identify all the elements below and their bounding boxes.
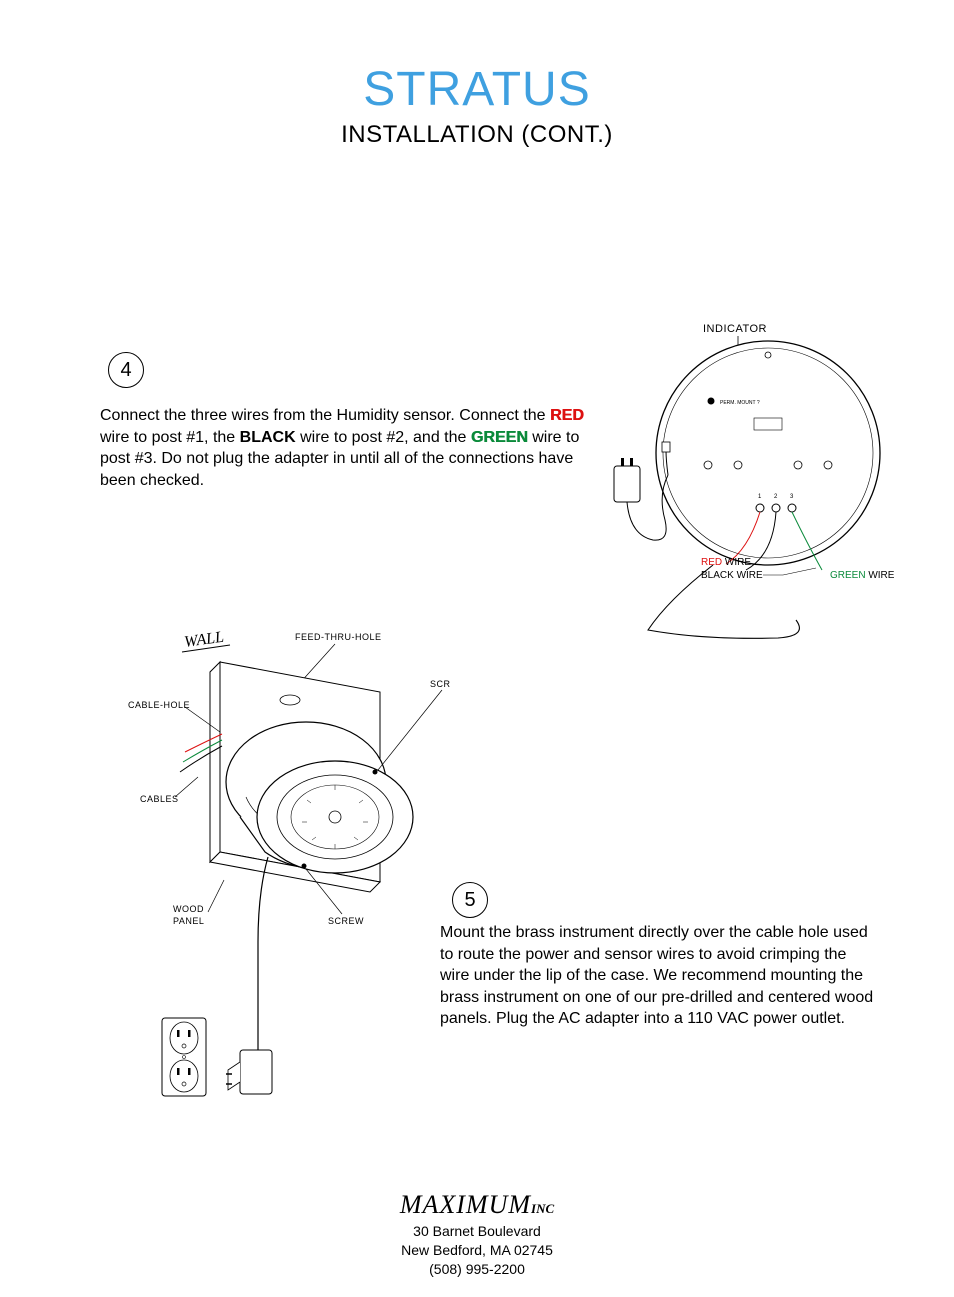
svg-text:GREEN WIRE: GREEN WIRE (830, 570, 895, 581)
svg-text:RED WIRE: RED WIRE (701, 557, 751, 568)
wall-label: WALL (183, 629, 225, 651)
wall-outlet (162, 1018, 206, 1096)
svg-text:BLACK WIRE: BLACK WIRE (701, 570, 763, 581)
step5-text: Mount the brass instrument directly over… (440, 922, 880, 1030)
indicator-title: INDICATOR (703, 323, 767, 335)
step4-mid2: wire to post #2, and the (296, 429, 471, 446)
page-subtitle: INSTALLATION (CONT.) (0, 121, 954, 149)
footer-logo-inc: INC (531, 1201, 554, 1216)
footer-line3: (508) 995-2200 (401, 1260, 553, 1279)
step4-red: RED (550, 407, 584, 424)
feed-label: FEED-THRU-HOLE (295, 632, 382, 642)
svg-text:PERM. MOUNT ?: PERM. MOUNT ? (720, 400, 760, 406)
step4-black: BLACK (240, 429, 296, 446)
indicator-diagram: INDICATOR PERM. MOUNT ? 1 2 3 RED WIRE B… (608, 320, 938, 650)
step5-badge: 5 (452, 882, 488, 918)
footer-logo: MAXIMUMINC (400, 1190, 554, 1220)
mount-diagram: WALL FEED-THRU-HOLE CABLE-HOLE CABLES (120, 622, 450, 1162)
wood-panel-label-a: WOOD (173, 904, 204, 914)
step4-text: Connect the three wires from the Humidit… (100, 405, 585, 491)
cable-hole-label: CABLE-HOLE (128, 700, 190, 710)
footer-address: 30 Barnet Boulevard New Bedford, MA 0274… (401, 1222, 553, 1279)
footer-line2: New Bedford, MA 02745 (401, 1241, 553, 1260)
page-title: STRATUS (0, 62, 954, 117)
wood-panel-label-b: PANEL (173, 916, 204, 926)
footer-logo-main: MAXIMUM (400, 1190, 531, 1219)
screw-label-top: SCREW (430, 679, 450, 689)
footer-line1: 30 Barnet Boulevard (401, 1222, 553, 1241)
step4-pre: Connect the three wires from the Humidit… (100, 407, 550, 424)
wall-adapter (226, 1050, 272, 1094)
cables-label: CABLES (140, 794, 179, 804)
screw-label-bottom: SCREW (328, 916, 364, 926)
step4-badge: 4 (108, 352, 144, 388)
step4-mid1: wire to post #1, the (100, 429, 240, 446)
step4-green: GREEN (471, 429, 528, 446)
